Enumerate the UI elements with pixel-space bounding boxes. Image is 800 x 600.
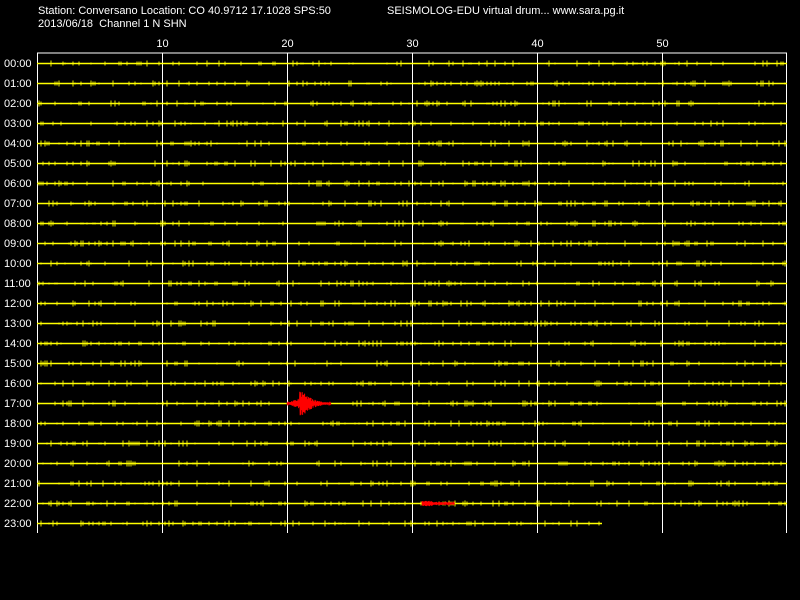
trace-noise-0200: [38, 100, 786, 107]
x-tick-label-40: 40: [531, 38, 543, 50]
row-label-1900: 19:00: [4, 438, 32, 450]
trace-noise-0000: [50, 60, 784, 67]
x-tick-label-20: 20: [281, 38, 293, 50]
row-label-1000: 10:00: [4, 258, 32, 270]
app-title-text: SEISMOLOG-EDU virtual drum... www.sara.p…: [387, 5, 625, 17]
row-label-0500: 05:00: [4, 158, 32, 170]
row-label-2000: 20:00: [4, 458, 32, 470]
trace-noise-1000: [40, 260, 786, 267]
row-label-1400: 14:00: [4, 338, 32, 350]
x-tick-label-50: 50: [656, 38, 668, 50]
date-channel-text: 2013/06/18 Channel 1 N SHN: [38, 18, 187, 30]
trace-noise-1500: [40, 360, 782, 367]
trace-noise-0600: [38, 180, 784, 187]
trace-noise-0900: [44, 240, 786, 247]
row-label-0600: 06:00: [4, 178, 32, 190]
trace-noise-0700: [48, 200, 782, 207]
trace-noise-1100: [38, 280, 774, 287]
trace-noise-1600: [40, 380, 782, 387]
row-label-2200: 22:00: [4, 498, 32, 510]
trace-noise-1300: [40, 320, 784, 327]
trace-noise-0400: [40, 140, 786, 147]
row-label-1700: 17:00: [4, 398, 32, 410]
row-label-0800: 08:00: [4, 218, 32, 230]
row-label-0200: 02:00: [4, 98, 32, 110]
station-info-text: Station: Conversano Location: CO 40.9712…: [38, 5, 331, 17]
trace-noise-2300: [40, 520, 600, 527]
row-label-0400: 04:00: [4, 138, 32, 150]
trace-noise-1400: [40, 340, 782, 347]
row-label-0100: 01:00: [4, 78, 32, 90]
x-tick-label-10: 10: [156, 38, 168, 50]
row-label-2300: 23:00: [4, 518, 32, 530]
row-label-1300: 13:00: [4, 318, 32, 330]
row-label-2100: 21:00: [4, 478, 32, 490]
trace-noise-1200: [40, 300, 786, 307]
x-tick-label-30: 30: [406, 38, 418, 50]
row-label-0000: 00:00: [4, 58, 32, 70]
trace-noise-2100: [38, 480, 778, 487]
row-label-1100: 11:00: [4, 278, 31, 290]
row-label-1600: 16:00: [4, 378, 32, 390]
trace-noise-0500: [42, 160, 782, 167]
trace-noise-0800: [40, 220, 786, 227]
row-label-0900: 09:00: [4, 238, 32, 250]
trace-noise-0100: [54, 80, 786, 87]
row-label-1200: 12:00: [4, 298, 32, 310]
trace-noise-1900: [46, 440, 782, 447]
row-label-1500: 15:00: [4, 358, 32, 370]
trace-noise-0300: [40, 120, 786, 127]
row-label-1800: 18:00: [4, 418, 32, 430]
trace-noise-2000: [42, 460, 782, 467]
row-label-0300: 03:00: [4, 118, 32, 130]
trace-noise-1800: [40, 420, 784, 427]
row-label-0700: 07:00: [4, 198, 32, 210]
